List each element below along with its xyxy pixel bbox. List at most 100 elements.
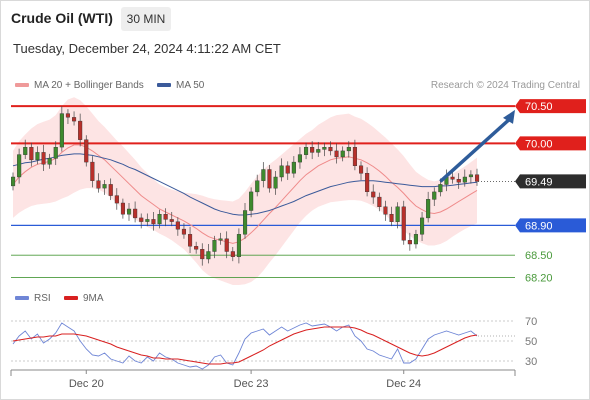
candle <box>145 213 150 227</box>
candle-body <box>383 206 388 215</box>
candle <box>377 192 382 212</box>
candle <box>395 202 400 229</box>
candle-body <box>169 219 174 222</box>
candle <box>96 173 101 193</box>
candle <box>322 142 327 157</box>
candle-body <box>212 240 217 252</box>
candle <box>175 217 180 236</box>
level-tag-68.90 <box>515 218 586 233</box>
candle <box>65 109 70 125</box>
candle <box>71 111 77 126</box>
instrument-title: Crude Oil (WTI) <box>11 10 113 26</box>
candle-body <box>23 146 28 155</box>
candle <box>456 173 461 189</box>
candle-body <box>236 234 242 257</box>
candle <box>304 142 309 160</box>
candle-body <box>242 210 248 235</box>
candle-body <box>359 165 364 174</box>
candle <box>371 184 376 204</box>
candle-body <box>96 180 101 189</box>
candle-body <box>126 208 132 215</box>
candle-body <box>456 178 461 183</box>
legend-9ma: 9MA <box>64 293 104 304</box>
candle <box>114 188 119 210</box>
candle <box>462 169 467 187</box>
candle-body <box>401 206 406 241</box>
legend-rsi-label: RSI <box>34 293 51 304</box>
candle <box>163 208 168 227</box>
legend-rsi: RSI <box>15 293 51 304</box>
candle-body <box>139 217 144 222</box>
candle <box>310 141 315 160</box>
level-label-69.49: 69.49 <box>525 176 553 188</box>
bollinger-band-area <box>13 97 477 285</box>
candle-body <box>279 165 284 178</box>
candle-body <box>340 150 345 158</box>
candle <box>78 113 83 147</box>
legend-ma20-bb: MA 20 + Bollinger Bands <box>15 80 144 91</box>
candle-body <box>218 238 223 241</box>
candle-body <box>462 176 467 183</box>
candle <box>359 161 364 180</box>
x-axis: Dec 20 Dec 23 Dec 24 <box>10 369 516 390</box>
level-lines <box>11 105 515 278</box>
timestamp: Tuesday, December 24, 2024 4:11:22 AM CE… <box>13 41 281 56</box>
candle <box>133 201 138 223</box>
candle-body <box>395 206 400 222</box>
candle <box>23 139 28 160</box>
candle-body <box>181 228 187 235</box>
x-tick-label: Dec 23 <box>234 378 269 390</box>
candle <box>285 161 290 180</box>
candle-body <box>194 246 199 250</box>
candle-body <box>133 208 138 219</box>
level-label-68.90: 68.90 <box>525 220 553 232</box>
legend-ma50-label: MA 50 <box>176 80 205 91</box>
rsi-tick-30: 30 <box>525 356 537 368</box>
candle <box>236 228 242 264</box>
candle-body <box>432 191 437 200</box>
candle-body <box>371 191 376 198</box>
candle <box>151 211 156 231</box>
candle-body <box>29 146 34 161</box>
candle <box>59 106 64 152</box>
candle <box>47 153 52 169</box>
candle-body <box>17 154 22 178</box>
candle-body <box>120 202 125 215</box>
candle <box>279 158 284 182</box>
legend-ma20-swatch <box>15 83 29 88</box>
candle-body <box>102 184 107 189</box>
level-tag-70.50 <box>515 99 586 114</box>
candle-body <box>310 146 315 153</box>
candle <box>420 211 425 242</box>
candle <box>291 156 296 178</box>
rsi-tick-50: 50 <box>525 336 537 348</box>
candle <box>413 229 419 249</box>
candle <box>267 165 272 193</box>
candle <box>255 174 260 197</box>
candle-body <box>261 169 266 181</box>
candle-body <box>377 196 382 208</box>
candle-body <box>187 234 193 247</box>
candle <box>346 141 351 158</box>
candle <box>450 172 455 184</box>
candle-body <box>413 234 419 245</box>
candle <box>84 135 89 167</box>
timeframe-button[interactable]: 30 MIN <box>121 7 171 31</box>
candle-body <box>426 199 431 219</box>
candle <box>41 144 46 171</box>
candle <box>352 139 358 171</box>
level-label-68.50: 68.50 <box>525 250 553 262</box>
candle <box>90 156 95 188</box>
candle-body <box>151 219 156 225</box>
candle-body <box>114 195 119 204</box>
candle <box>340 146 345 162</box>
candle-body <box>328 146 333 152</box>
candle-body <box>78 120 83 140</box>
candle-body <box>200 248 205 260</box>
candle <box>261 162 266 188</box>
x-tick-label: Dec 24 <box>386 378 421 390</box>
legend-rsi-swatch <box>15 296 29 301</box>
candle-body <box>230 251 235 257</box>
candle <box>297 147 303 169</box>
